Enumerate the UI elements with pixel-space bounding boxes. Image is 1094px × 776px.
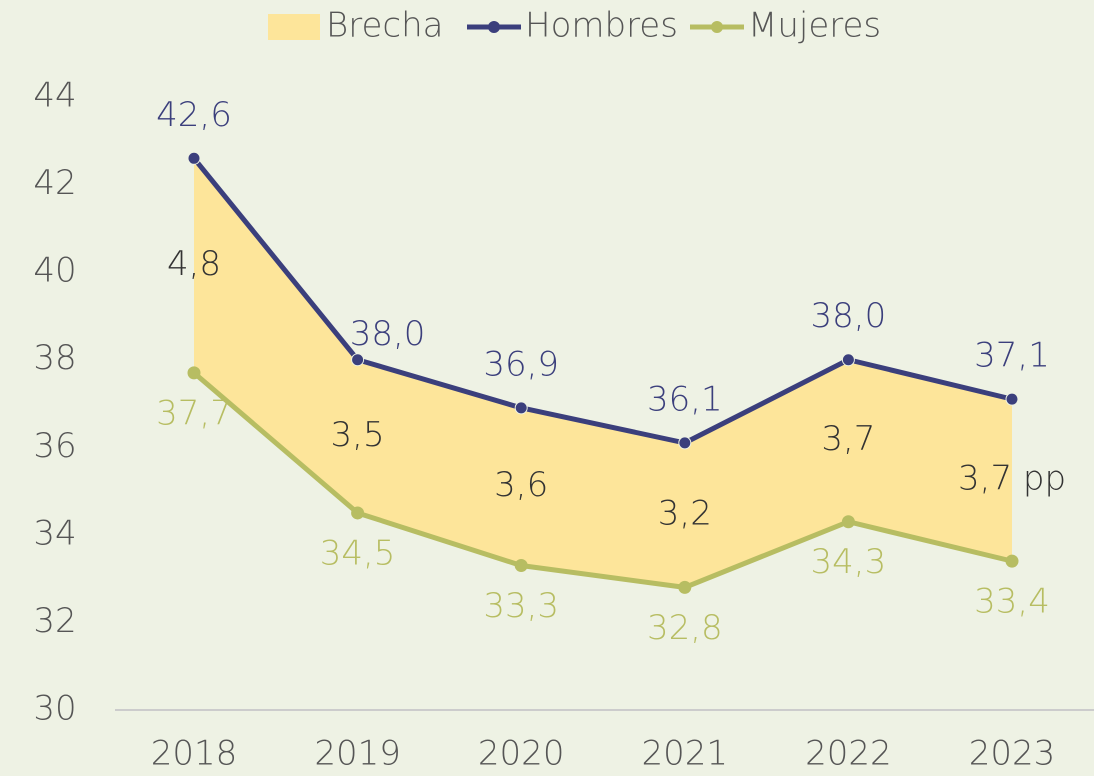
data-label: 37,1 [974, 336, 1050, 376]
legend-label: Mujeres [748, 6, 881, 46]
gap-label: 3,2 [658, 494, 712, 534]
legend-swatch [268, 14, 320, 40]
legend-label: Hombres [525, 6, 678, 46]
line [192, 370, 1013, 590]
data-label: 34,3 [811, 542, 887, 582]
y-tick-label: 30 [33, 689, 76, 729]
data-label: 33,3 [483, 586, 559, 626]
data-label: 42,6 [156, 95, 232, 135]
gap-area [194, 158, 1012, 588]
gap-label: 4,8 [167, 244, 221, 284]
data-label: 36,9 [483, 344, 559, 384]
y-tick-label: 32 [33, 601, 76, 641]
y-tick-label: 38 [33, 338, 76, 378]
y-tick-label: 44 [33, 76, 76, 116]
point [514, 559, 528, 573]
point [187, 366, 201, 380]
data-label: 38,0 [350, 314, 426, 354]
point [841, 515, 855, 529]
point [514, 401, 528, 415]
y-tick-label: 40 [33, 251, 76, 291]
x-tick-label: 2018 [151, 734, 238, 774]
line [192, 156, 1013, 446]
point [678, 580, 692, 594]
point [1005, 392, 1019, 406]
x-tick-label: 2023 [969, 734, 1056, 774]
data-label: 32,8 [647, 608, 723, 648]
gap-label: 3,5 [331, 415, 385, 455]
point [1005, 554, 1019, 568]
point [187, 151, 201, 165]
x-tick-label: 2021 [642, 734, 729, 774]
y-tick-label: 36 [33, 426, 76, 466]
point [678, 436, 692, 450]
legend-label: Brecha [326, 6, 444, 46]
x-tick-label: 2020 [478, 734, 565, 774]
legend-marker [488, 21, 500, 33]
y-tick-label: 42 [33, 163, 76, 203]
gap-label: 3,7 pp [958, 459, 1066, 499]
data-label: 37,7 [156, 393, 232, 433]
y-tick-label: 34 [33, 513, 76, 553]
legend-marker [711, 21, 723, 33]
data-label: 36,1 [647, 379, 723, 419]
x-tick-label: 2022 [805, 734, 892, 774]
gap-label: 3,6 [494, 465, 548, 505]
x-tick-label: 2019 [314, 734, 401, 774]
data-label: 34,5 [320, 533, 396, 573]
data-label: 38,0 [811, 296, 887, 336]
gap-label: 3,7 [821, 419, 875, 459]
data-label: 33,4 [974, 582, 1050, 622]
point [841, 353, 855, 367]
point [351, 353, 365, 367]
point [351, 506, 365, 520]
